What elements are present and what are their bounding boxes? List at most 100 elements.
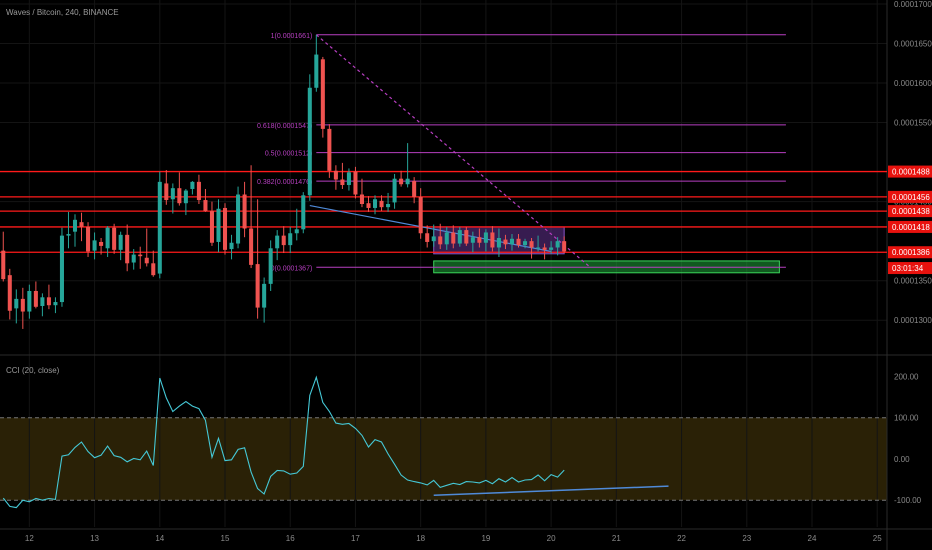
candle-body-47 <box>307 87 312 196</box>
candle-body-74 <box>483 232 488 243</box>
candle-body-40 <box>262 283 267 308</box>
time-axis-tick-1: 13 <box>90 534 99 543</box>
fib-level-label-1: 0.618(0.0001547) <box>257 123 312 130</box>
candle-body-70 <box>457 230 462 244</box>
candle-body-2 <box>14 298 19 309</box>
candle-body-31 <box>203 200 208 212</box>
time-axis-tick-9: 21 <box>612 534 621 543</box>
candle-body-85 <box>555 241 560 248</box>
time-axis-tick-6: 18 <box>416 534 425 543</box>
price-label-text-2: 0.0001438 <box>892 207 930 216</box>
time-axis-tick-0: 12 <box>25 534 34 543</box>
candle-body-10 <box>66 234 71 236</box>
candle-body-86 <box>562 241 567 252</box>
candle-body-29 <box>190 181 195 189</box>
candle-body-42 <box>275 235 280 249</box>
price-label-text-3: 0.0001418 <box>892 223 930 232</box>
time-axis-tick-10: 22 <box>677 534 686 543</box>
candle-body-4 <box>27 290 32 312</box>
candle-body-0 <box>1 250 6 280</box>
time-axis-tick-8: 20 <box>547 534 556 543</box>
indicator-label: CCI (20, close) <box>6 366 60 375</box>
candle-body-32 <box>209 211 214 243</box>
candle-body-21 <box>138 254 143 257</box>
candle-body-5 <box>33 290 38 307</box>
price-label-tag-1 <box>888 190 932 203</box>
time-axis-tick-4: 16 <box>286 534 295 543</box>
candle-body-67 <box>438 236 443 245</box>
price-axis-tick-2: 0.0001600 <box>894 79 932 88</box>
candle-body-15 <box>99 241 104 246</box>
candle-body-20 <box>131 254 136 263</box>
candle-body-44 <box>288 233 293 246</box>
time-axis-tick-7: 19 <box>481 534 490 543</box>
candle-body-7 <box>46 297 51 306</box>
time-axis-tick-3: 15 <box>221 534 230 543</box>
candle-body-39 <box>255 264 260 308</box>
candle-body-14 <box>92 240 97 251</box>
candle-body-28 <box>183 190 188 204</box>
candle-body-49 <box>320 59 325 129</box>
price-label-text-4: 0.0001386 <box>892 248 930 257</box>
candle-body-45 <box>294 229 299 234</box>
candle-body-69 <box>451 232 456 244</box>
candle-body-57 <box>372 199 378 208</box>
time-axis-tick-12: 24 <box>808 534 817 543</box>
candle-body-56 <box>366 203 371 208</box>
candle-body-84 <box>549 247 554 250</box>
candle-body-81 <box>529 241 534 248</box>
candle-body-63 <box>412 181 417 197</box>
candle-body-34 <box>222 207 228 250</box>
candle-body-58 <box>379 200 384 208</box>
candle-body-17 <box>112 227 117 250</box>
candle-body-76 <box>496 238 501 248</box>
candle-body-53 <box>346 172 351 186</box>
candle-body-33 <box>216 208 221 242</box>
candle-body-61 <box>399 178 404 185</box>
candle-body-48 <box>314 54 319 88</box>
price-label-tag-2 <box>888 205 932 218</box>
candle-body-30 <box>196 181 201 201</box>
cci-axis-tick-3: -100.00 <box>894 496 922 505</box>
time-axis-tick-11: 23 <box>742 534 751 543</box>
candle-body-79 <box>516 238 521 246</box>
candle-body-24 <box>157 181 162 274</box>
chart-header-symbol: Waves / Bitcoin, 240, BINANCE <box>6 8 119 17</box>
candle-body-12 <box>79 222 84 227</box>
candle-body-82 <box>536 247 541 249</box>
price-axis-tick-1: 0.0001650 <box>894 39 932 48</box>
price-label-tag-5 <box>888 262 932 275</box>
candle-body-55 <box>359 194 364 204</box>
candle-body-54 <box>353 171 358 195</box>
price-label-tag-3 <box>888 220 932 233</box>
cci-series-line <box>2 375 565 509</box>
fib-level-label-4: 0(0.0001367) <box>271 265 313 272</box>
price-label-tag-4 <box>888 246 932 259</box>
candle-body-73 <box>477 237 482 243</box>
price-axis-tick-3: 0.0001550 <box>894 119 932 128</box>
candle-body-65 <box>425 233 430 242</box>
candle-body-16 <box>105 227 110 249</box>
candle-body-22 <box>144 257 149 264</box>
time-axis-tick-2: 14 <box>155 534 164 543</box>
candle-body-3 <box>20 298 25 312</box>
candle-body-25 <box>164 183 169 201</box>
fib-level-label-3: 0.382(0.0001476) <box>257 179 312 186</box>
cci-axis-tick-2: 0.00 <box>894 455 910 464</box>
candle-body-51 <box>333 170 338 180</box>
candle-body-78 <box>509 238 515 245</box>
candle-body-46 <box>301 195 306 230</box>
candle-body-43 <box>281 235 286 246</box>
price-label-tag-0 <box>888 165 932 178</box>
candle-body-18 <box>118 234 123 250</box>
price-label-text-5: 03:01:34 <box>892 264 924 273</box>
cci-trendline-0 <box>433 485 669 496</box>
candle-body-11 <box>72 219 78 232</box>
candle-body-23 <box>151 263 156 276</box>
candle-body-62 <box>405 178 410 185</box>
cci-axis-tick-1: 100.00 <box>894 414 919 423</box>
candle-body-9 <box>59 235 64 303</box>
price-axis-tick-5: 0.0001350 <box>894 277 932 286</box>
